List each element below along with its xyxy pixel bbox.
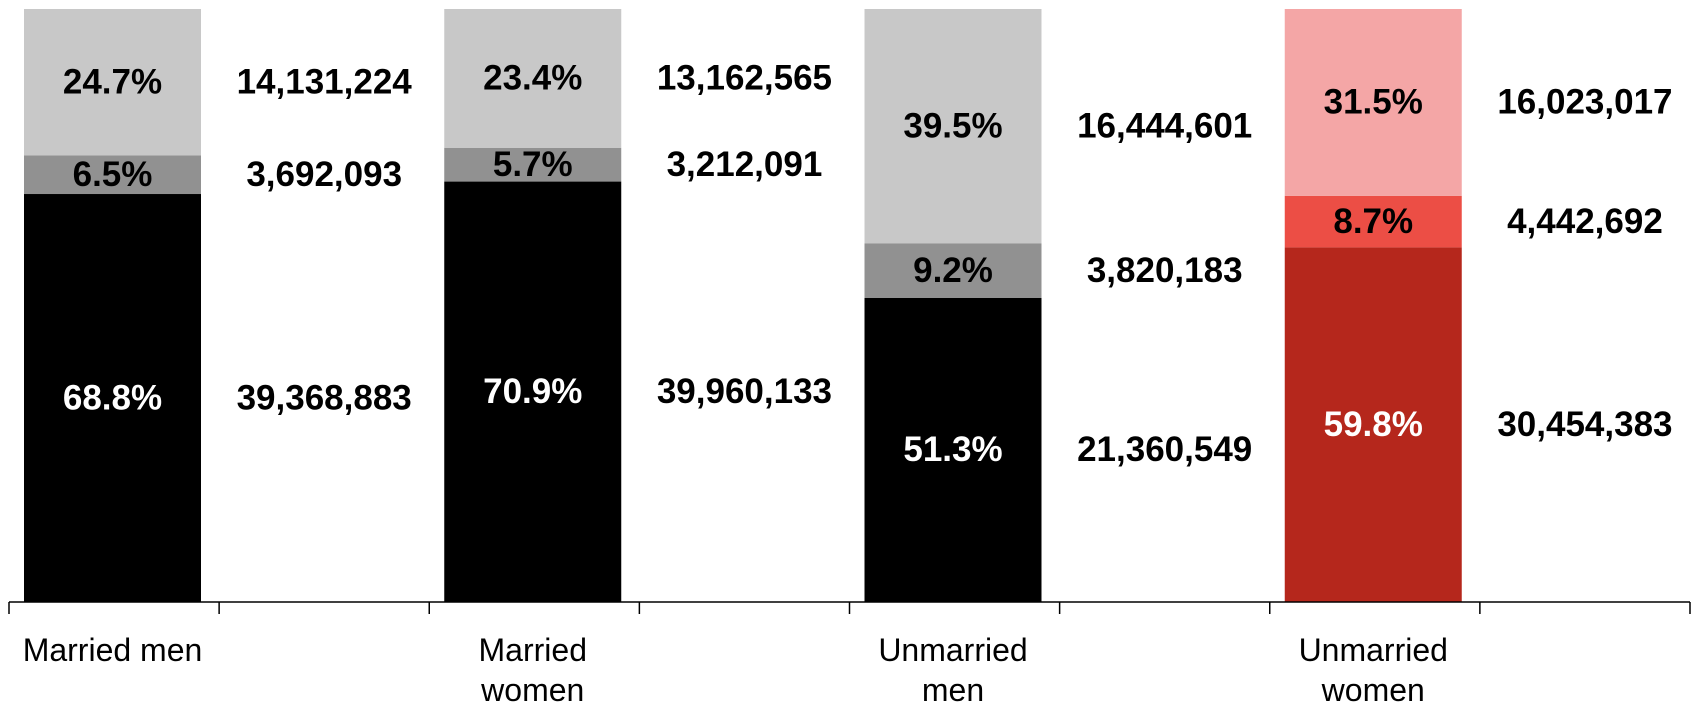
count-label: 3,212,091 (667, 145, 823, 184)
bar-segment (1284, 195, 1462, 248)
percent-label: 68.8% (63, 378, 162, 417)
percent-label: 31.5% (1324, 83, 1423, 122)
count-label: 4,442,692 (1507, 202, 1663, 241)
percent-label: 70.9% (483, 372, 582, 411)
bar-segment (444, 181, 622, 603)
bar-segment (864, 297, 1042, 602)
percent-label: 51.3% (903, 430, 1002, 469)
percent-label: 23.4% (483, 59, 582, 98)
percent-label: 39.5% (903, 106, 1002, 145)
percent-label: 6.5% (73, 155, 153, 194)
bar-segment (1284, 9, 1462, 196)
percent-label: 5.7% (493, 145, 573, 184)
count-label: 13,162,565 (657, 59, 832, 98)
count-label: 39,960,133 (657, 372, 832, 411)
count-label: 14,131,224 (237, 62, 413, 101)
count-label: 39,368,883 (237, 378, 412, 417)
category-label: Unmarried women (1298, 632, 1448, 708)
category-label: Unmarried men (878, 632, 1028, 708)
bar-segment (24, 194, 201, 603)
bar-segment (444, 9, 622, 148)
category-label: Married women (478, 632, 587, 708)
count-label: 21,360,549 (1077, 430, 1252, 469)
bar-segment (1284, 247, 1462, 603)
count-label: 30,454,383 (1497, 405, 1672, 444)
bar-segment (864, 243, 1042, 298)
count-label: 16,444,601 (1077, 106, 1252, 145)
count-label: 16,023,017 (1497, 83, 1672, 122)
count-label: 3,692,093 (246, 155, 402, 194)
bar-segment (444, 147, 622, 182)
percent-label: 24.7% (63, 62, 162, 101)
percent-label: 8.7% (1333, 202, 1413, 241)
percent-label: 9.2% (913, 251, 993, 290)
percent-label: 59.8% (1324, 405, 1423, 444)
bar-segment (864, 9, 1042, 244)
count-label: 3,820,183 (1087, 251, 1243, 290)
bar-segment (24, 9, 201, 156)
category-label: Married men (22, 632, 203, 668)
bar-segment (24, 155, 201, 195)
